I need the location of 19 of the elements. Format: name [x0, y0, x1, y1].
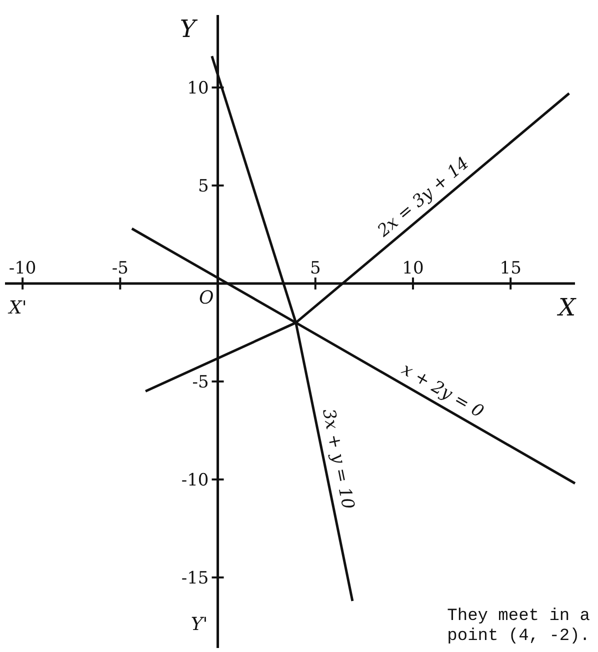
text: x + 2y = 0	[398, 360, 487, 422]
y-axis-title: Y	[180, 15, 198, 43]
text: 3x + y = 10	[318, 407, 358, 512]
y-tick-label: -15	[181, 568, 209, 588]
x-axis-title: X	[556, 293, 576, 322]
x-tick-label: 15	[500, 258, 522, 278]
annotation: Y'	[190, 614, 208, 635]
annotation: O	[199, 287, 214, 308]
x-tick-label: 10	[402, 258, 424, 278]
y-tick-label: 5	[198, 176, 209, 196]
y-tick-label: -5	[192, 372, 209, 392]
text: 2x = 3y + 14	[373, 153, 474, 242]
x-tick-label: -5	[112, 258, 128, 278]
x-tick-label: 5	[310, 258, 321, 278]
y-tick-label: 10	[187, 78, 209, 99]
x-tick-label: -10	[8, 258, 36, 278]
annotation: They meet in a point (4, -2).	[447, 607, 590, 646]
y-tick-label: -10	[181, 470, 209, 490]
annotation: X'	[7, 297, 27, 318]
